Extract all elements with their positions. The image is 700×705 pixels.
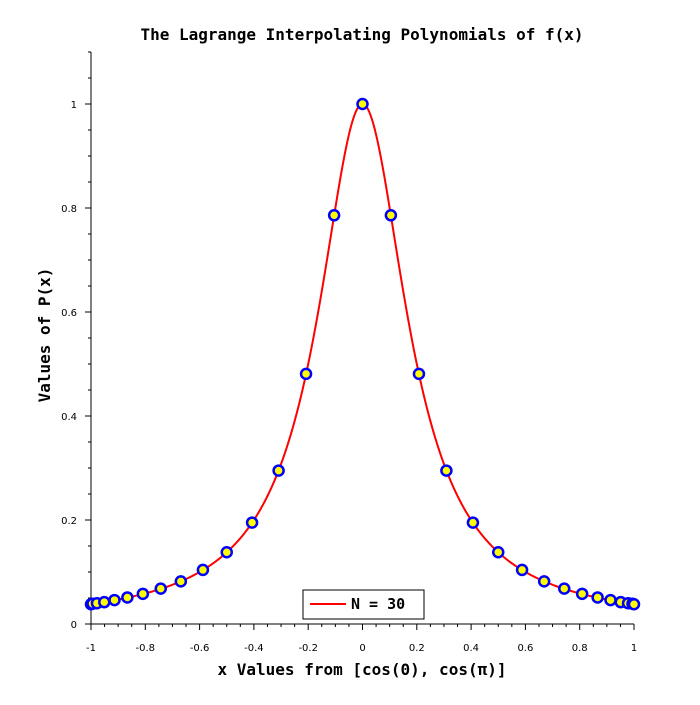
data-point — [154, 582, 167, 595]
chart-title: The Lagrange Interpolating Polynomials o… — [140, 25, 583, 44]
y-tick-label: 0.4 — [61, 412, 77, 423]
axes: -1 -0.8 -0.6 -0.4 -0.2 0 0.2 0.4 0.6 0.8 1 0 0.2 0.4 0… — [61, 51, 637, 654]
data-point — [245, 516, 259, 529]
data-point — [327, 209, 341, 222]
series-curve — [90, 102, 635, 605]
data-point — [591, 591, 604, 604]
x-tick-label: 1 — [631, 643, 637, 654]
y-tick-label: 0.8 — [61, 204, 77, 215]
x-tick-label: 0.2 — [409, 643, 425, 654]
x-tick-label: -1 — [86, 643, 96, 654]
data-point — [272, 464, 285, 477]
data-point — [537, 575, 551, 588]
data-point — [220, 545, 233, 559]
data-point — [558, 582, 571, 595]
x-tick-label: 0.6 — [517, 643, 533, 654]
data-point — [492, 545, 505, 559]
x-tick-label: 0 — [359, 643, 365, 654]
data-point — [575, 587, 589, 601]
y-tick-label: 0.6 — [61, 308, 77, 319]
x-tick-label: 0.8 — [572, 643, 588, 654]
data-point — [108, 593, 121, 607]
data-point — [174, 575, 188, 588]
legend-label: N = 30 — [351, 595, 405, 613]
data-point — [299, 367, 313, 381]
x-tick-label: -0.2 — [298, 643, 318, 654]
y-tick-label: 0 — [71, 620, 77, 631]
data-point — [136, 587, 150, 601]
y-tick-label: 1 — [71, 100, 77, 111]
data-point — [466, 516, 480, 529]
data-point — [440, 464, 453, 477]
data-point — [98, 595, 111, 609]
x-tick-label: -0.8 — [136, 643, 156, 654]
x-tick-label: 0.4 — [463, 643, 479, 654]
data-point — [384, 209, 398, 222]
data-point — [196, 563, 210, 577]
data-point — [356, 97, 369, 111]
data-point — [627, 597, 641, 611]
x-tick-label: -0.4 — [244, 643, 264, 654]
plot-area — [84, 97, 641, 611]
y-tick-label: 0.2 — [61, 516, 77, 527]
data-point — [604, 593, 617, 607]
data-point — [412, 367, 426, 381]
legend: N = 30 — [302, 589, 425, 620]
data-point — [515, 563, 529, 577]
y-axis-label: Values of P(x) — [35, 268, 54, 403]
x-axis-label: x Values from [cos(0), cos(π)] — [218, 660, 507, 679]
data-point — [121, 591, 134, 604]
x-tick-label: -0.6 — [190, 643, 210, 654]
